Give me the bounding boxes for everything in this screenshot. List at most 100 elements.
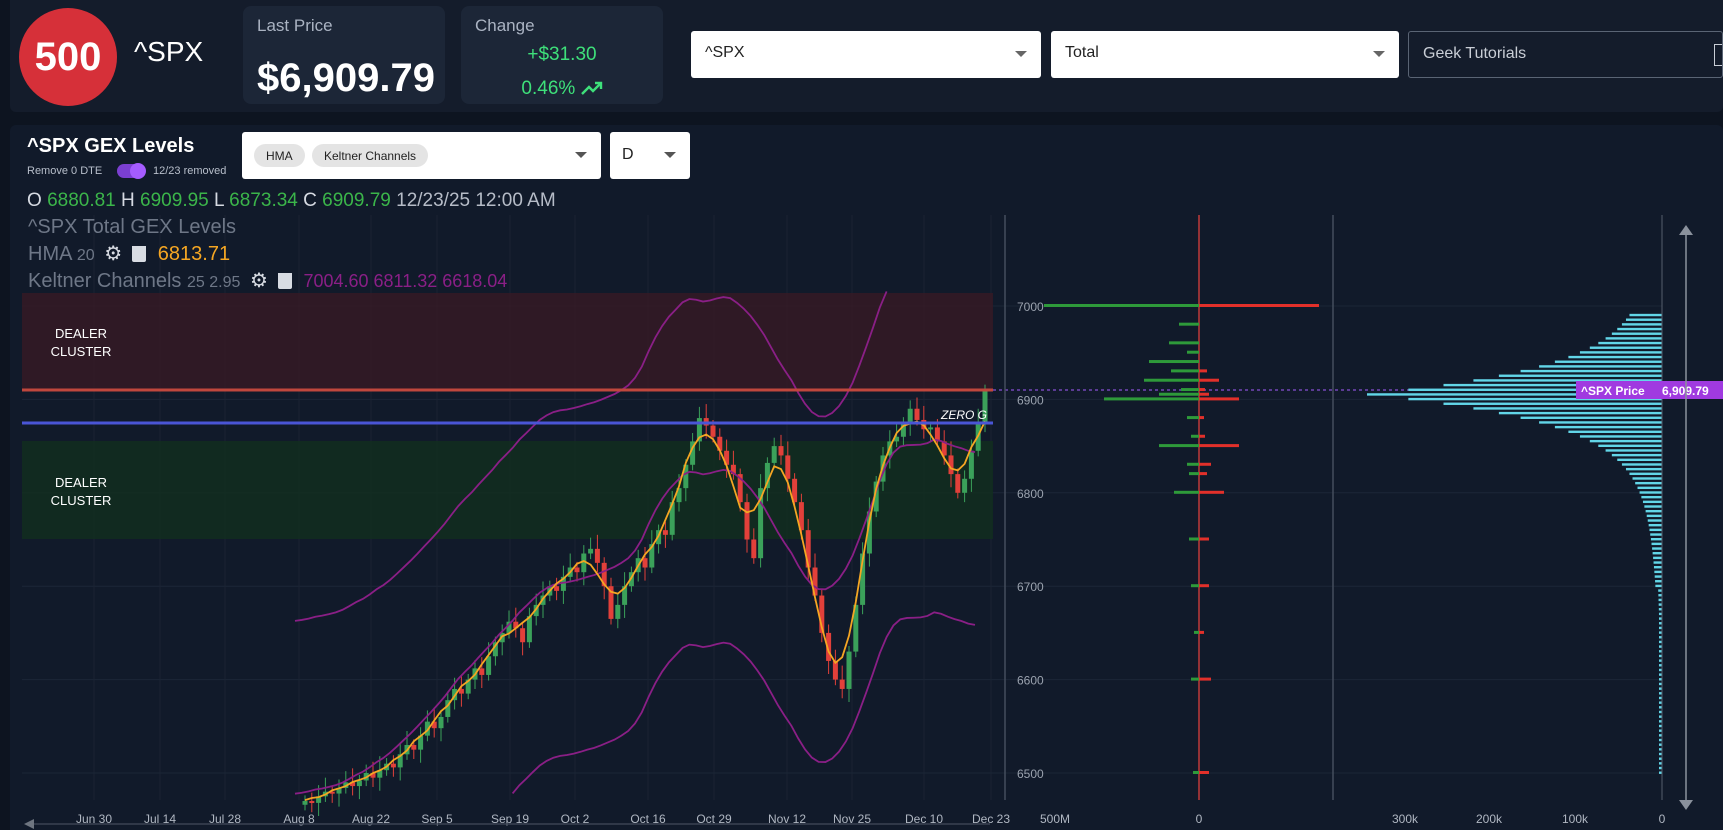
last-price-card: Last Price $6,909.79 [243,6,445,104]
abs-gex-bar [1659,748,1662,751]
net-gex-bar-positive [1199,472,1207,476]
candle-body [662,530,668,535]
net-gex-bar-positive [1199,630,1204,634]
candle-body [424,721,430,736]
gear-icon[interactable]: ⚙ [249,270,268,292]
candle-body [907,408,913,423]
net-gex-bar-negative [1044,304,1199,307]
hma-param: 20 [76,247,95,264]
hma-legend: HMA 20 ⚙ 6813.71 [28,241,230,266]
high-value: 6909.95 [140,190,209,211]
net-gex-bar-negative [1104,397,1199,401]
candle-body [418,735,424,750]
net-gex-bar-negative [1189,472,1199,476]
last-price-value: $6,909.79 [257,56,435,100]
abs-gex-bar [1635,481,1662,485]
abs-gex-bar [1659,631,1662,634]
brand-logo[interactable]: 500 [19,8,117,106]
trash-icon[interactable] [277,273,292,289]
abs-gex-bar [1659,766,1662,770]
abs-gex-bar [1605,337,1662,340]
keltner-legend: Keltner Channels 25 2.95 ⚙ 7004.60 6811.… [28,268,507,293]
indicator-chip-keltner[interactable]: Keltner Channels [312,144,429,167]
y-tick-label: 7000 [1017,300,1044,314]
net-gex-bar-positive [1199,537,1209,541]
abs-gex-bar [1653,566,1662,569]
symbol-select[interactable]: ^SPX [691,31,1041,78]
abs-gex-bar [1659,729,1662,732]
geek-tutorials-label: Geek Tutorials [1423,45,1527,62]
gex-axis-label: 200k [1476,812,1503,826]
timeframe-value: D [622,146,634,163]
abs-gex-bar [1629,472,1662,476]
net-gex-bar-positive [1199,771,1209,774]
remove-0dte-toggle[interactable] [117,163,146,179]
zero-g-label: ZERO G [940,408,987,422]
candle-body [486,656,492,675]
scroll-left-icon[interactable] [24,819,34,829]
net-gex-bar-negative [1194,630,1199,634]
price-tag-label: ^SPX Price [1581,384,1645,398]
candle-body [744,502,750,540]
abs-gex-bar [1659,715,1662,718]
abs-gex-bar [1625,467,1662,471]
abs-gex-bar [1646,514,1662,518]
x-tick-label: Dec 10 [905,812,943,826]
candle-body [860,553,866,605]
abs-gex-bar [1659,687,1662,690]
abs-gex-bar [1659,710,1662,714]
abs-gex-bar [1649,528,1662,532]
net-gex-bar-negative [1144,378,1199,382]
symbol-select-value: ^SPX [705,44,745,61]
abs-gex-bar [1568,430,1662,433]
trend-up-icon [580,81,602,95]
abs-gex-bar [1654,570,1662,574]
net-gex-bar-negative [1159,444,1199,448]
low-label: L [214,190,224,211]
gex-type-select[interactable]: Total [1051,31,1399,78]
candle-body [928,427,934,430]
abs-gex-bar [1652,552,1662,555]
change-percent: 0.46% [461,78,663,100]
indicator-select[interactable]: HMA Keltner Channels [242,132,601,179]
indicator-chip-hma[interactable]: HMA [254,144,305,167]
net-gex-bar-positive [1199,677,1211,681]
abs-gex-bar [1554,425,1662,429]
keltner-label: Keltner Channels [28,270,182,292]
geek-tutorials-select[interactable]: Geek Tutorials [1408,31,1723,78]
abs-gex-bar [1659,724,1662,728]
gear-icon[interactable]: ⚙ [104,243,123,265]
net-gex-bar-negative [1187,350,1199,354]
candle-body [438,716,444,729]
x-tick-label: Jul 14 [144,812,176,826]
panel-title: ^SPX GEX Levels [27,135,195,157]
upper-dealer-cluster-label: DEALER CLUSTER [26,325,136,361]
scroll-up-icon[interactable] [1679,225,1693,235]
abs-gex-bar [1652,547,1662,550]
abs-gex-bar [1611,332,1662,335]
net-gex-bar-negative [1169,341,1199,345]
candle-body [805,530,811,568]
candle-body [622,586,628,605]
candle-body [615,604,621,619]
abs-gex-bar [1659,696,1662,700]
timeframe-select[interactable]: D [610,132,690,179]
scroll-down-icon[interactable] [1679,800,1693,810]
cluster-word: CLUSTER [50,344,112,359]
gex-axis-label: 0 [1659,812,1666,826]
candle-body [826,632,832,661]
trash-icon[interactable] [132,246,147,262]
abs-gex-bar [1659,720,1662,723]
abs-gex-bar [1659,636,1662,639]
candle-body [377,770,383,778]
abs-gex-bar [1659,757,1662,760]
abs-gex-bar [1632,477,1662,480]
candle-body [336,787,342,794]
net-gex-bar-negative [1181,388,1199,392]
candle-body [492,642,498,657]
abs-gex-bar [1520,416,1662,419]
abs-gex-bar [1658,612,1662,616]
x-tick-label: Jun 30 [76,812,112,826]
hma-line [304,420,986,801]
